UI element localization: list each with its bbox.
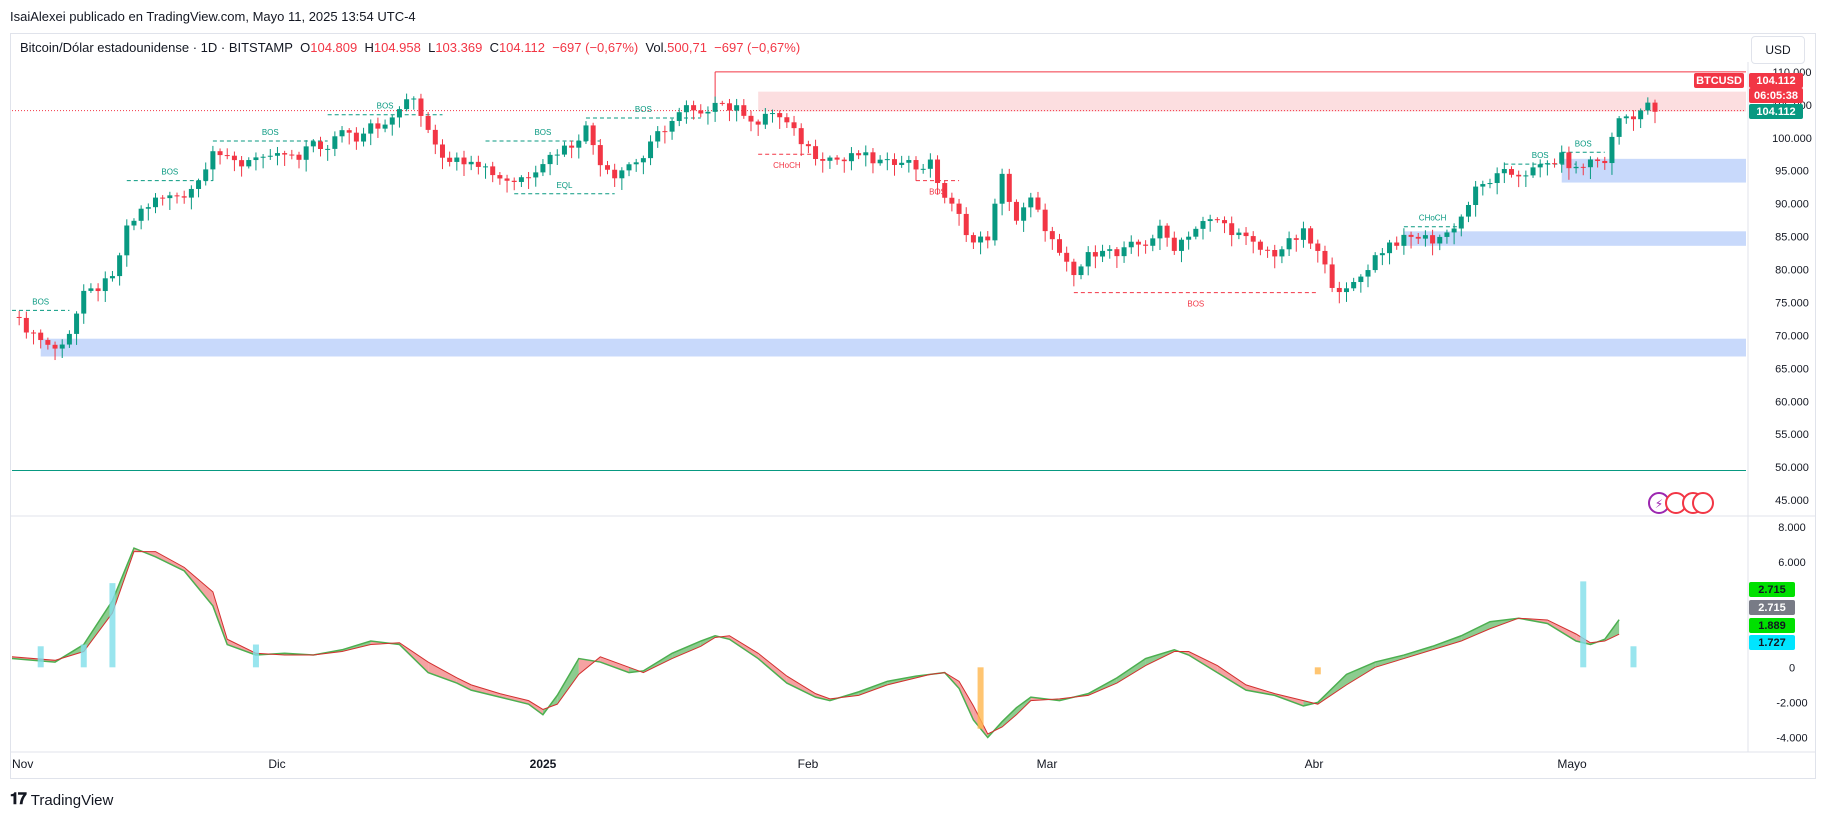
open-label: O [300,40,311,55]
tv-logo-icon: 𝟏𝟕 [10,791,27,808]
high-value: 104.958 [373,40,421,55]
low-value: 103.369 [435,40,483,55]
currency-button[interactable]: USD [1751,36,1805,64]
low-label: L [428,40,436,55]
volume-change: −697 (−0,67%) [714,40,801,55]
change-value: −697 (−0,67%) [552,40,639,55]
volume-label: Vol. [645,40,668,55]
symbol-title[interactable]: Bitcoin/Dólar estadounidense · 1D · BITS… [20,40,293,55]
brand-label: TradingView [30,791,114,809]
open-value: 104.809 [310,40,358,55]
close-label: C [489,40,499,55]
high-label: H [364,40,374,55]
ohlc-legend: Bitcoin/Dólar estadounidense · 1D · BITS… [20,40,800,55]
tradingview-logo[interactable]: 𝟏𝟕 TradingView [10,791,113,809]
close-value: 104.112 [498,40,545,55]
volume-value: 500,71 [667,40,707,55]
publisher-line: IsaiAlexei publicado en TradingView.com,… [10,9,416,24]
chart-frame [10,33,1816,779]
